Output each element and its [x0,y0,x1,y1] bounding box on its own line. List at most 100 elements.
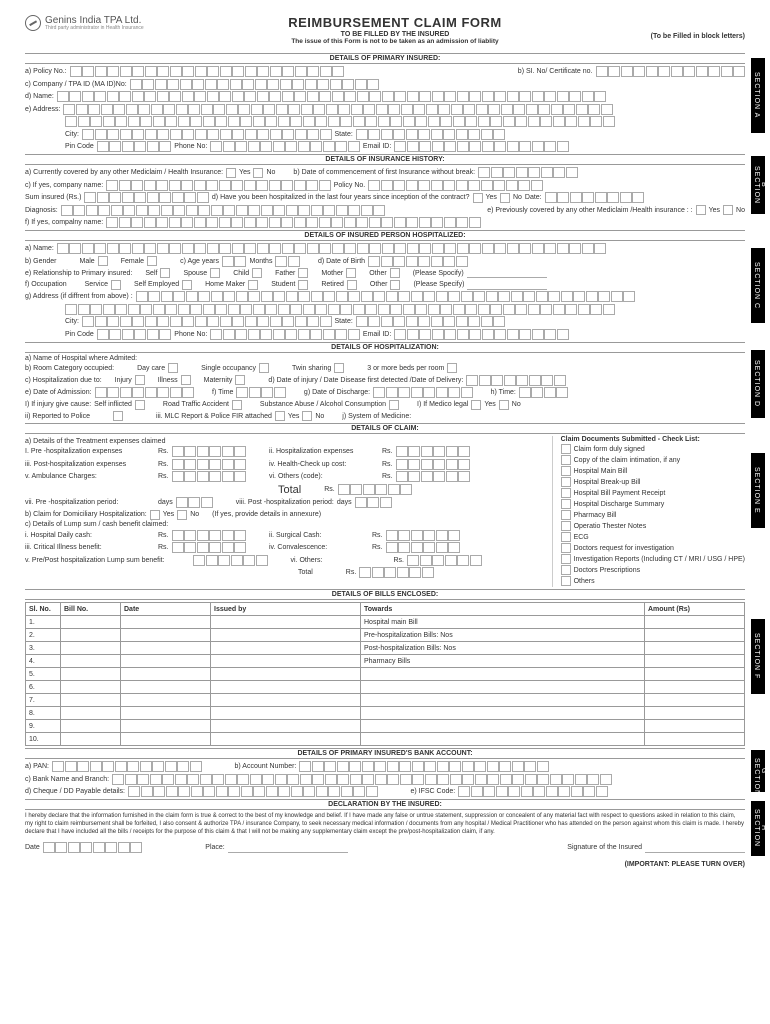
occ-homemaker[interactable] [248,280,258,290]
discharge-input[interactable] [373,387,473,398]
rel-spouse[interactable] [210,268,220,278]
diag-input[interactable] [61,205,386,216]
due-illness[interactable] [181,375,191,385]
conv-input[interactable] [386,542,461,553]
amb-input[interactable] [172,471,247,482]
pre-input[interactable] [172,446,247,457]
prev-yes[interactable] [696,205,706,215]
rel-self[interactable] [160,268,170,278]
acct-input[interactable] [299,761,549,772]
date-input[interactable] [545,192,645,203]
checklist-check[interactable] [561,510,571,520]
htime-input[interactable] [519,387,569,398]
checklist-check[interactable] [561,554,571,564]
dom-yes[interactable] [150,510,160,520]
company-input[interactable] [130,79,380,90]
c-addr-input-2[interactable] [65,304,615,315]
covered-yes[interactable] [226,168,236,178]
city-input[interactable] [82,129,332,140]
cert-input[interactable] [596,66,746,77]
email-input[interactable] [394,141,569,152]
medico-yes[interactable] [471,400,481,410]
mlc-no[interactable] [302,411,312,421]
total-input[interactable] [338,484,413,495]
address-input-2[interactable] [65,116,615,127]
female-check[interactable] [147,256,157,266]
room-more[interactable] [447,363,457,373]
room-twin[interactable] [334,363,344,373]
cause-rta[interactable] [232,400,242,410]
ifsc-input[interactable] [458,786,608,797]
due-maternity[interactable] [235,375,245,385]
postperiod-input[interactable] [355,497,392,508]
pan-input[interactable] [52,761,202,772]
room-single[interactable] [259,363,269,373]
rel-other[interactable] [390,268,400,278]
post-input[interactable] [172,459,247,470]
rel-father[interactable] [298,268,308,278]
address-input[interactable] [63,104,613,115]
h-date-input[interactable] [43,842,143,853]
police-check[interactable] [113,411,123,421]
checklist-check[interactable] [561,521,571,531]
phone-input[interactable] [210,141,360,152]
total2-input[interactable] [359,567,434,578]
name-input[interactable] [57,91,607,102]
othersvi-input[interactable] [407,555,482,566]
ftime-input[interactable] [236,387,286,398]
cause-abuse[interactable] [389,400,399,410]
commence-input[interactable] [478,167,578,178]
policy-input[interactable] [70,66,345,77]
c-state-input[interactable] [356,316,506,327]
checklist-check[interactable] [561,488,571,498]
cause-self[interactable] [135,400,145,410]
bank-input[interactable] [112,774,612,785]
occ-retired[interactable] [347,280,357,290]
hosp-exp-input[interactable] [396,446,471,457]
c-name-input[interactable] [57,243,607,254]
male-check[interactable] [98,256,108,266]
due-injury[interactable] [135,375,145,385]
checklist-check[interactable] [561,532,571,542]
c-phone-input[interactable] [210,329,360,340]
months-input[interactable] [275,256,300,267]
detected-input[interactable] [466,375,566,386]
ifyes-input[interactable] [106,180,331,191]
occ-specify-input[interactable] [467,280,547,290]
hosp-yes[interactable] [473,193,483,203]
hosp-no[interactable] [500,193,510,203]
prepost-input[interactable] [193,555,268,566]
rel-mother[interactable] [346,268,356,278]
pin-input[interactable] [97,141,172,152]
rel-specify-input[interactable] [467,268,547,278]
prev-no[interactable] [723,205,733,215]
sum-input[interactable] [84,192,209,203]
c-addr-input[interactable] [136,291,636,302]
others-input[interactable] [396,471,471,482]
critical-input[interactable] [172,542,247,553]
daily-input[interactable] [172,530,247,541]
room-daycare[interactable] [168,363,178,373]
health-input[interactable] [396,459,471,470]
checklist-check[interactable] [561,565,571,575]
occ-selfemp[interactable] [182,280,192,290]
occ-service[interactable] [111,280,121,290]
covered-no[interactable] [253,168,263,178]
preperiod-input[interactable] [176,497,213,508]
cheque-input[interactable] [128,786,378,797]
checklist-check[interactable] [561,477,571,487]
policyno-input[interactable] [368,180,543,191]
admit-input[interactable] [95,387,195,398]
rel-child[interactable] [252,268,262,278]
mlc-yes[interactable] [275,411,285,421]
medico-no[interactable] [499,400,509,410]
age-input[interactable] [222,256,247,267]
checklist-check[interactable] [561,576,571,586]
state-input[interactable] [356,129,506,140]
c-pin-input[interactable] [97,329,172,340]
checklist-check[interactable] [561,499,571,509]
c-email-input[interactable] [394,329,569,340]
checklist-check[interactable] [561,444,571,454]
checklist-check[interactable] [561,543,571,553]
dob-input[interactable] [368,256,468,267]
